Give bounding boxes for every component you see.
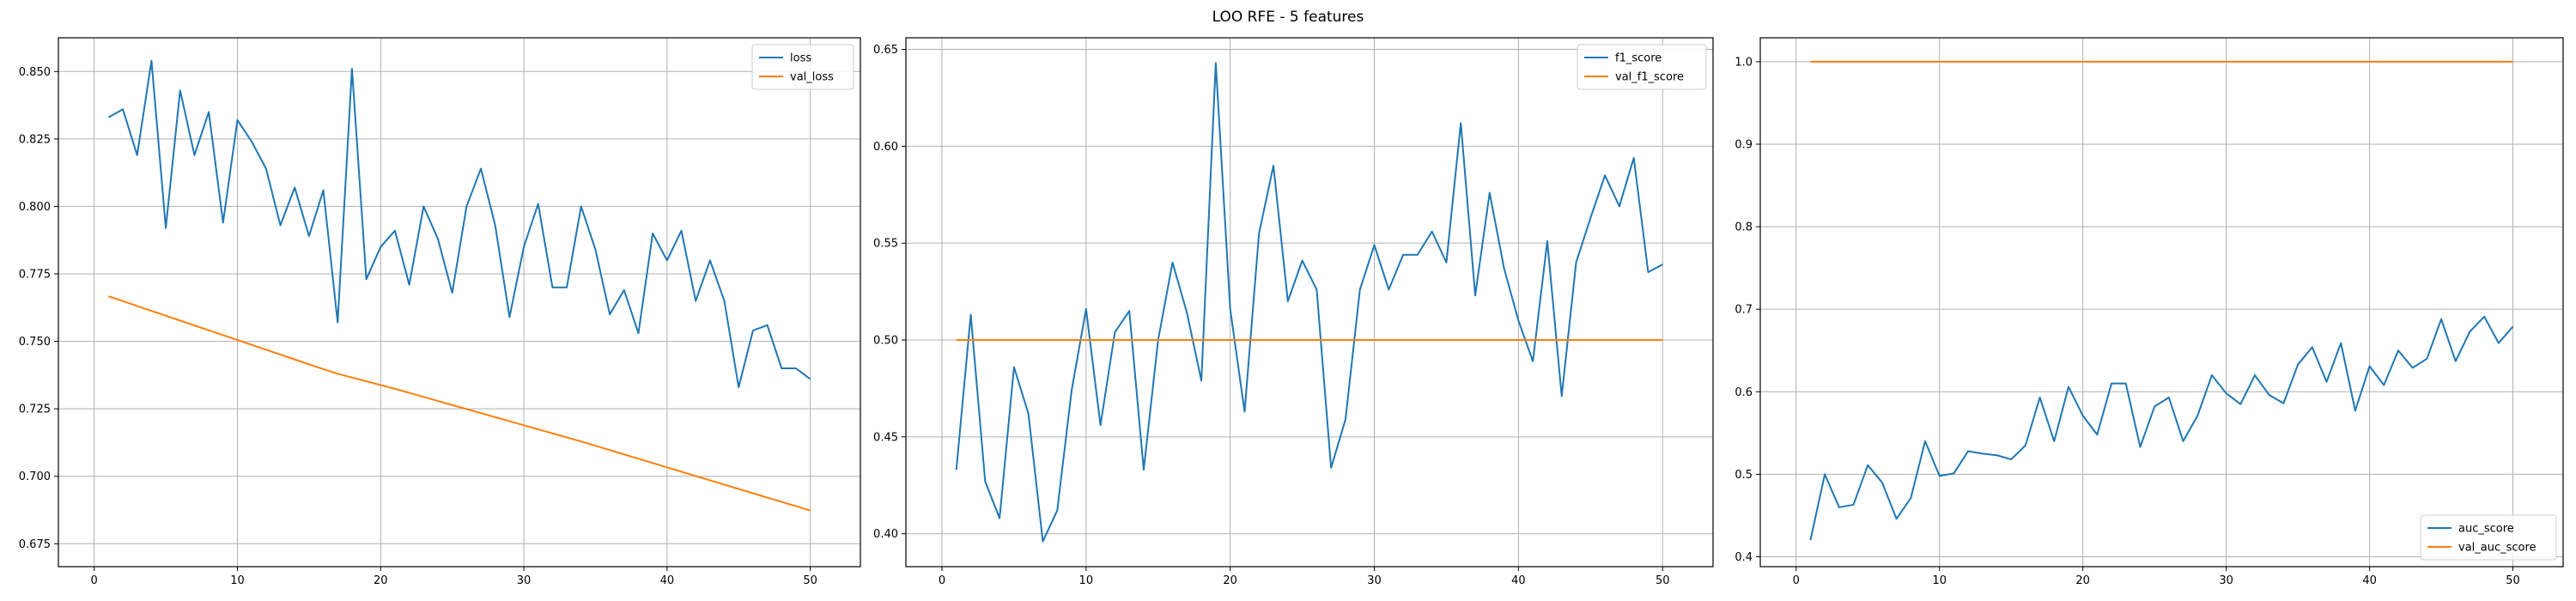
y-tick-label: 0.55 bbox=[873, 238, 898, 251]
legend-label: auc_score bbox=[2458, 523, 2514, 536]
f1-score-chart: 0 10 20 30 40 50 0.40 0.45 0.50 0.55 0.60 0.65 f1_sc… bbox=[873, 37, 1714, 587]
x-tick-label: 20 bbox=[2075, 574, 2090, 587]
y-tick-label: 0.825 bbox=[19, 133, 51, 146]
axes-frame bbox=[58, 37, 861, 568]
x-tick-label: 30 bbox=[517, 574, 532, 587]
y-tick-label: 0.725 bbox=[19, 404, 51, 416]
y-tick-label: 0.850 bbox=[19, 66, 51, 79]
auc-score-chart: 0 10 20 30 40 50 0.4 0.5 0.6 0.7 0.8 0.9 1.0 auc_scor… bbox=[1735, 37, 2564, 587]
y-tick-label: 1.0 bbox=[1735, 56, 1753, 69]
legend-box bbox=[751, 44, 854, 90]
legend-box bbox=[2420, 514, 2557, 561]
legend-label: val_f1_score bbox=[1615, 71, 1684, 84]
x-tick-label: 20 bbox=[374, 574, 388, 587]
x-tick-label: 10 bbox=[1079, 574, 1094, 587]
x-tick-label: 30 bbox=[1367, 574, 1382, 587]
legend-box bbox=[1577, 44, 1707, 90]
y-tick-label: 0.40 bbox=[873, 528, 898, 541]
figure-title: LOO RFE - 5 features bbox=[1212, 9, 1364, 26]
y-tick-label: 0.675 bbox=[19, 538, 51, 551]
y-tick-label: 0.50 bbox=[873, 335, 898, 348]
axes-frame bbox=[905, 37, 1714, 568]
x-tick-label: 30 bbox=[2219, 574, 2233, 587]
y-tick-label: 0.45 bbox=[873, 431, 898, 444]
y-tick-label: 0.700 bbox=[19, 470, 51, 483]
x-tick-label: 40 bbox=[1511, 574, 1526, 587]
y-tick-label: 0.775 bbox=[19, 269, 51, 282]
y-tick-label: 0.4 bbox=[1735, 551, 1753, 564]
legend-label: f1_score bbox=[1615, 52, 1662, 65]
x-tick-label: 0 bbox=[91, 574, 98, 587]
y-tick-label: 0.65 bbox=[873, 44, 898, 57]
x-tick-label: 50 bbox=[1656, 574, 1670, 587]
legend: loss val_loss bbox=[751, 44, 854, 90]
y-tick-label: 0.9 bbox=[1735, 138, 1753, 151]
series-line-val-loss bbox=[108, 295, 811, 512]
x-tick-label: 10 bbox=[1932, 574, 1947, 587]
y-tick-label: 0.60 bbox=[873, 141, 898, 154]
x-tick-label: 50 bbox=[803, 574, 817, 587]
y-tick-label: 0.8 bbox=[1735, 222, 1753, 234]
x-tick-label: 40 bbox=[2362, 574, 2377, 587]
x-tick-label: 50 bbox=[2506, 574, 2520, 587]
legend: auc_score val_auc_score bbox=[2420, 514, 2557, 561]
y-tick-label: 0.7 bbox=[1735, 304, 1753, 317]
axes-frame bbox=[1759, 37, 2564, 568]
legend-label: loss bbox=[790, 52, 811, 65]
y-tick-label: 0.750 bbox=[19, 336, 51, 349]
x-tick-label: 0 bbox=[939, 574, 945, 587]
series-line-f1-score bbox=[955, 62, 1663, 543]
x-tick-label: 10 bbox=[230, 574, 245, 587]
y-tick-label: 0.6 bbox=[1735, 386, 1753, 399]
legend-label: val_auc_score bbox=[2458, 542, 2537, 555]
x-tick-label: 40 bbox=[660, 574, 675, 587]
legend-label: val_loss bbox=[790, 71, 834, 84]
y-tick-label: 0.5 bbox=[1735, 469, 1753, 482]
series-line-auc-score bbox=[1809, 315, 2514, 541]
series-line-loss bbox=[107, 59, 811, 388]
x-tick-label: 0 bbox=[1793, 574, 1800, 587]
y-tick-label: 0.800 bbox=[19, 201, 51, 214]
legend: f1_score val_f1_score bbox=[1577, 44, 1707, 90]
loss-chart: 0 10 20 30 40 50 0.675 0.700 0.725 0.750 0.775 0.80… bbox=[19, 37, 861, 587]
x-tick-label: 20 bbox=[1223, 574, 1237, 587]
